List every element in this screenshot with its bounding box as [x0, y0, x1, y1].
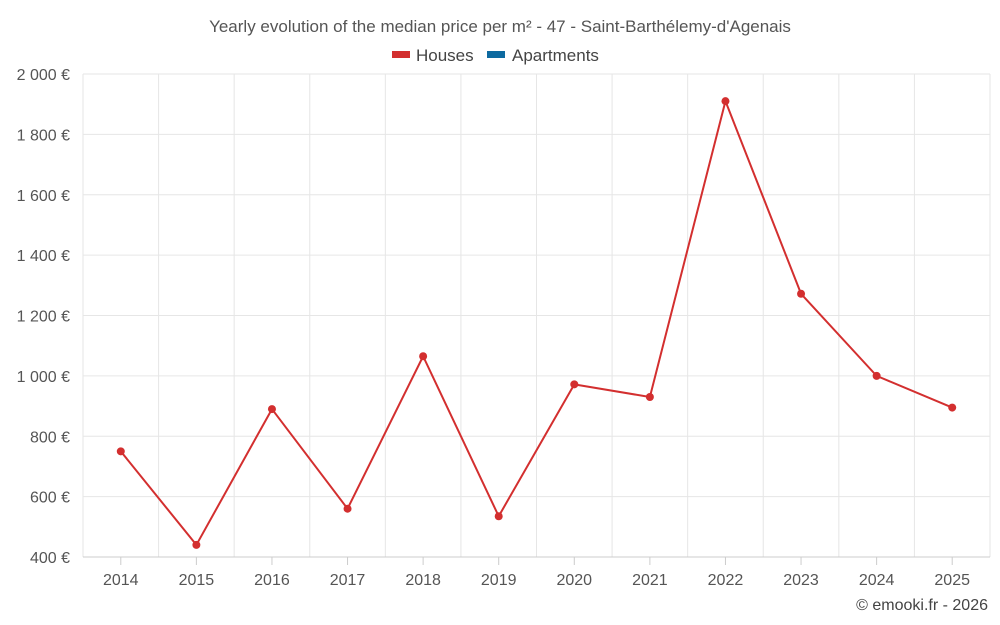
- grid: [82, 73, 991, 557]
- y-tick-label: 600 €: [30, 490, 70, 507]
- x-tick-label: 2017: [330, 572, 366, 589]
- x-tick-label: 2014: [103, 572, 139, 589]
- axes: 400 € 600 € 800 € 1 000 € 1 200 € 1 400 € 1 60…: [17, 67, 990, 589]
- houses-point[interactable]: [645, 393, 654, 402]
- x-tick-label: 2021: [632, 572, 668, 589]
- y-tick-label: 1 800 €: [17, 127, 70, 144]
- y-tick-label: 1 200 €: [17, 309, 70, 326]
- x-tick-label: 2020: [556, 572, 592, 589]
- houses-point[interactable]: [116, 447, 125, 456]
- y-tick-label: 2 000 €: [17, 67, 70, 84]
- y-tick-label: 800 €: [30, 429, 70, 446]
- legend-label-houses: Houses: [416, 46, 474, 65]
- chart-title: Yearly evolution of the median price per…: [209, 17, 791, 36]
- x-tick-label: 2022: [708, 572, 744, 589]
- x-tick-label: 2025: [934, 572, 970, 589]
- houses-point[interactable]: [419, 352, 428, 361]
- legend-swatch-apartments: [487, 51, 505, 58]
- houses-point[interactable]: [948, 403, 957, 412]
- houses-point[interactable]: [494, 512, 503, 521]
- legend-item-houses[interactable]: Houses: [392, 46, 474, 65]
- houses-point[interactable]: [192, 540, 201, 549]
- x-tick-label: 2016: [254, 572, 290, 589]
- legend-label-apartments: Apartments: [512, 46, 599, 65]
- legend: Houses Apartments: [392, 46, 599, 65]
- houses-point[interactable]: [343, 504, 352, 513]
- y-tick-label: 1 400 €: [17, 248, 70, 265]
- houses-point[interactable]: [721, 97, 730, 106]
- x-tick-label: 2018: [405, 572, 441, 589]
- legend-swatch-houses: [392, 51, 410, 58]
- y-tick-label: 400 €: [30, 550, 70, 567]
- houses-point[interactable]: [872, 371, 881, 380]
- legend-item-apartments[interactable]: Apartments: [487, 46, 599, 65]
- x-tick-label: 2019: [481, 572, 517, 589]
- houses-point[interactable]: [570, 380, 579, 389]
- y-tick-label: 1 000 €: [17, 369, 70, 386]
- houses-point[interactable]: [797, 289, 806, 298]
- x-tick-label: 2023: [783, 572, 819, 589]
- y-tick-label: 1 600 €: [17, 188, 70, 205]
- x-tick-label: 2015: [179, 572, 215, 589]
- houses-line: [120, 100, 953, 546]
- series-houses: [116, 97, 957, 549]
- houses-point[interactable]: [267, 405, 276, 414]
- x-tick-label: 2024: [859, 572, 895, 589]
- credit-text: © emooki.fr - 2026: [856, 597, 988, 614]
